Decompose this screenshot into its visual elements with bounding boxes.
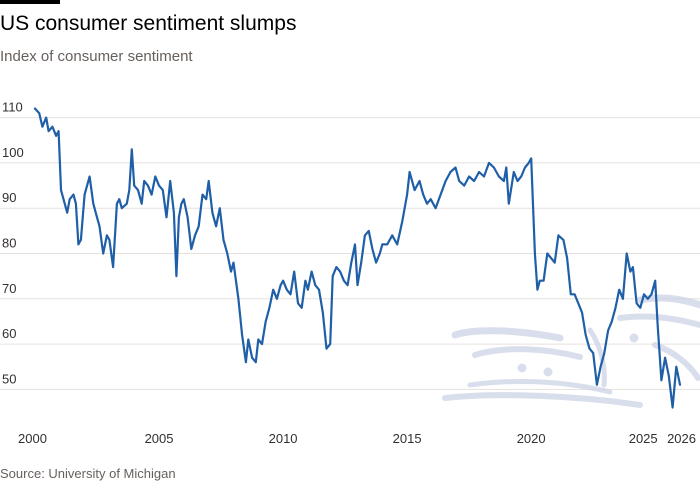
arabic-calligraphy-watermark [442,294,700,408]
y-tick-label: 90 [2,190,16,205]
source-note: Source: University of Michigan [0,466,176,481]
x-tick-label: 2026 [667,431,696,446]
y-tick-label: 70 [2,281,16,296]
y-tick-label: 60 [2,326,16,341]
y-tick-label: 100 [2,145,24,160]
x-tick-label: 2000 [18,431,47,446]
x-tick-label: 2025 [629,431,658,446]
plot-area [33,107,682,409]
y-tick-label: 80 [2,236,16,251]
series-line-0 [33,107,682,409]
x-tick-label: 2020 [517,431,546,446]
x-tick-label: 2015 [393,431,422,446]
chart-title: US consumer sentiment slumps [0,12,297,35]
x-tick-label: 2005 [145,431,174,446]
y-tick-label: 110 [2,100,23,115]
axis-labels: 50 60 70 80 90 100 110 2000 2005 2010 2015 2020 2025… [2,100,696,446]
x-tick-label: 2010 [269,431,298,446]
title-accent-rule [0,0,60,4]
chart-subtitle: Index of consumer sentiment [0,48,193,65]
gridlines [0,117,700,390]
y-tick-label: 50 [2,371,16,386]
